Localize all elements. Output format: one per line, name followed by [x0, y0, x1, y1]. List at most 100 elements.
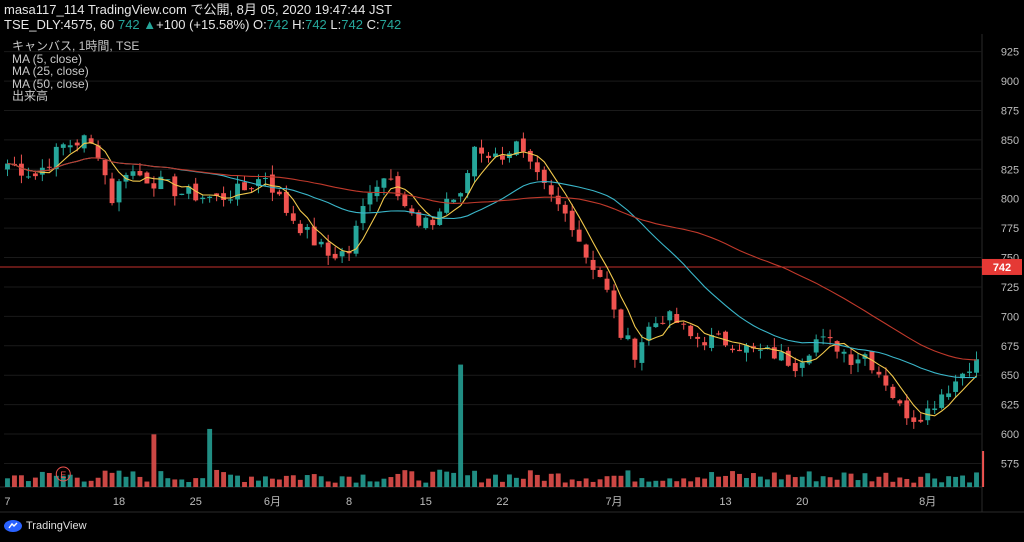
candle-body	[590, 259, 596, 270]
volume-bar	[548, 473, 554, 487]
candle-body	[848, 354, 854, 365]
tradingview-footer[interactable]: TradingView	[4, 520, 87, 532]
candle-body	[967, 371, 972, 373]
volume-bar	[757, 476, 763, 487]
candle-body	[953, 381, 959, 392]
ohlc-line: TSE_DLY:4575, 60 742 ▲+100 (+15.58%) O:7…	[4, 17, 401, 32]
candle-body	[304, 227, 310, 230]
volume-bar	[897, 477, 903, 487]
volume-bar	[311, 474, 317, 487]
volume-bar	[228, 474, 234, 487]
volume-bar	[102, 470, 108, 487]
volume-bar	[479, 482, 484, 487]
candle-body	[653, 323, 659, 328]
candle-body	[367, 192, 373, 205]
candle-body	[834, 341, 840, 352]
candle-body	[527, 150, 533, 162]
volume-bar	[290, 475, 296, 487]
earnings-marker-label: E	[60, 470, 66, 480]
volume-bar	[458, 364, 464, 487]
volume-bar	[890, 481, 896, 487]
candle-body	[158, 176, 164, 190]
candle-body	[381, 178, 387, 188]
y-tick-label: 925	[1001, 47, 1019, 59]
legend-ma25[interactable]: MA (25, close)	[12, 64, 89, 78]
legend-main-series[interactable]: キャンバス, 1時間, TSE	[12, 39, 140, 53]
volume-bar	[841, 472, 847, 487]
candle-body	[681, 323, 687, 325]
legend-volume[interactable]: 出来高	[12, 89, 49, 103]
volume-bar	[353, 482, 359, 487]
candle-body	[855, 359, 861, 364]
volume-bar	[381, 478, 387, 487]
volume-bar	[25, 481, 31, 487]
candle-body	[785, 350, 791, 366]
candle-body	[137, 170, 143, 176]
chart-header: masa117_114 TradingView.com で公開, 8月 05, …	[4, 2, 401, 32]
candle-body	[290, 213, 296, 221]
volume-bar	[960, 475, 966, 487]
volume-bar	[158, 471, 164, 487]
y-tick-label: 575	[1001, 458, 1019, 470]
volume-bar	[855, 480, 861, 487]
volume-bar	[151, 434, 157, 487]
candle-body	[416, 212, 422, 226]
volume-bar	[883, 472, 889, 487]
candle-body	[46, 166, 52, 168]
candle-body	[555, 195, 561, 205]
candle-body	[813, 339, 819, 353]
candle-body	[25, 176, 31, 178]
low-label: L:	[330, 17, 342, 32]
volume-bar	[53, 475, 59, 487]
volume-bar	[46, 473, 52, 487]
volume-bar	[388, 477, 394, 487]
volume-bar	[869, 481, 875, 487]
volume-bar	[597, 479, 603, 487]
candle-body	[144, 172, 150, 184]
candle-body	[242, 182, 247, 191]
y-tick-label: 625	[1001, 400, 1019, 412]
legend-ma5[interactable]: MA (5, close)	[12, 51, 83, 66]
candle-body	[214, 193, 220, 196]
volume-bar	[472, 470, 478, 487]
candle-body	[283, 191, 289, 213]
volume-bar	[200, 478, 206, 487]
volume-bar	[283, 475, 289, 487]
candle-body	[778, 351, 784, 361]
ma50-line	[7, 157, 977, 361]
y-tick-label: 825	[1001, 164, 1019, 176]
volume-bar	[674, 481, 680, 487]
volume-bar	[911, 482, 917, 487]
volume-bar	[604, 476, 610, 487]
y-tick-label: 775	[1001, 223, 1019, 235]
candle-body	[897, 400, 903, 404]
candle-body	[723, 331, 728, 346]
candle-body	[493, 153, 498, 157]
volume-bar	[137, 476, 143, 487]
volume-bar	[660, 480, 666, 487]
volume-bar	[416, 480, 422, 487]
x-tick-label: 6月	[264, 496, 281, 508]
volume-bar	[799, 476, 805, 487]
open-label: O:	[253, 17, 267, 32]
last-price: 742	[117, 17, 140, 32]
volume-bar	[632, 481, 638, 487]
x-tick-label: 15	[420, 496, 432, 508]
volume-bar	[367, 481, 373, 487]
candle-body	[318, 241, 324, 245]
volume-bar	[785, 474, 791, 487]
volume-bar	[165, 478, 171, 487]
volume-bar	[876, 476, 882, 487]
volume-bar	[946, 476, 952, 487]
volume-bar	[465, 475, 471, 487]
volume-bar	[402, 470, 408, 487]
volume-bar	[618, 475, 624, 487]
legend-ma50[interactable]: MA (50, close)	[12, 76, 89, 91]
indicator-legend: キャンバス, 1時間, TSE MA (5, close) MA (25, cl…	[12, 40, 139, 103]
candle-body	[569, 210, 575, 231]
volume-bar	[932, 478, 938, 487]
candle-body	[695, 336, 701, 339]
candle-body	[5, 163, 10, 170]
volume-bar	[116, 470, 122, 487]
